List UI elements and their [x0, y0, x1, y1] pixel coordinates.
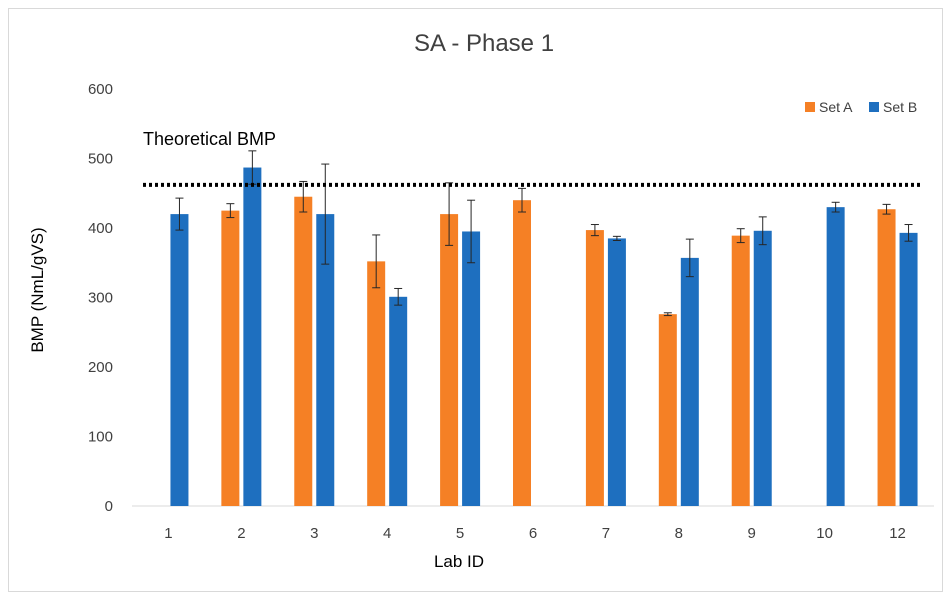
bar — [316, 214, 335, 506]
bar — [513, 200, 531, 506]
bar — [658, 314, 677, 506]
bar — [585, 230, 604, 506]
bar — [440, 214, 459, 506]
bar — [389, 296, 408, 506]
legend-swatch — [805, 102, 815, 112]
x-tick-label: 5 — [456, 525, 464, 542]
y-axis-ticks: 0 100 200 300 400 500 600 — [88, 81, 113, 515]
bar — [731, 235, 750, 506]
x-tick-label: 12 — [889, 525, 906, 542]
chart-title: SA - Phase 1 — [414, 30, 554, 57]
bar — [607, 238, 626, 507]
bar — [462, 231, 481, 506]
legend-label: Set A — [819, 99, 853, 115]
x-tick-label: 4 — [383, 525, 391, 542]
legend-label: Set B — [883, 99, 917, 115]
y-tick-label: 500 — [88, 151, 113, 168]
error-bars — [175, 150, 913, 317]
bar — [877, 209, 896, 507]
bars — [170, 167, 918, 507]
y-tick-label: 100 — [88, 429, 113, 446]
bar — [367, 261, 386, 506]
x-tick-label: 8 — [675, 525, 683, 542]
x-axis-title: Lab ID — [434, 552, 484, 571]
reference-line-label: Theoretical BMP — [143, 129, 276, 149]
bar — [243, 167, 262, 506]
bar — [294, 196, 313, 506]
bar — [170, 214, 189, 506]
x-tick-label: 1 — [164, 525, 172, 542]
bar — [221, 210, 240, 506]
x-tick-label: 6 — [529, 525, 537, 542]
x-tick-label: 10 — [816, 525, 833, 542]
y-tick-label: 600 — [88, 81, 113, 98]
y-tick-label: 400 — [88, 220, 113, 237]
y-tick-label: 300 — [88, 290, 113, 307]
bar — [680, 257, 699, 506]
x-tick-label: 7 — [602, 525, 610, 542]
x-tick-label: 9 — [748, 525, 756, 542]
y-tick-label: 200 — [88, 359, 113, 376]
bar — [899, 232, 918, 507]
y-tick-label: 0 — [105, 498, 113, 515]
legend-swatch — [869, 102, 879, 112]
x-tick-label: 3 — [310, 525, 318, 542]
bar — [826, 207, 845, 506]
x-axis: 1 2 3 4 5 6 7 8 9 10 12 — [132, 505, 934, 542]
bar — [753, 230, 772, 506]
legend: Set A Set B — [805, 99, 917, 115]
x-tick-label: 2 — [237, 525, 245, 542]
y-axis-title: BMP (NmL/gVS) — [28, 227, 47, 352]
